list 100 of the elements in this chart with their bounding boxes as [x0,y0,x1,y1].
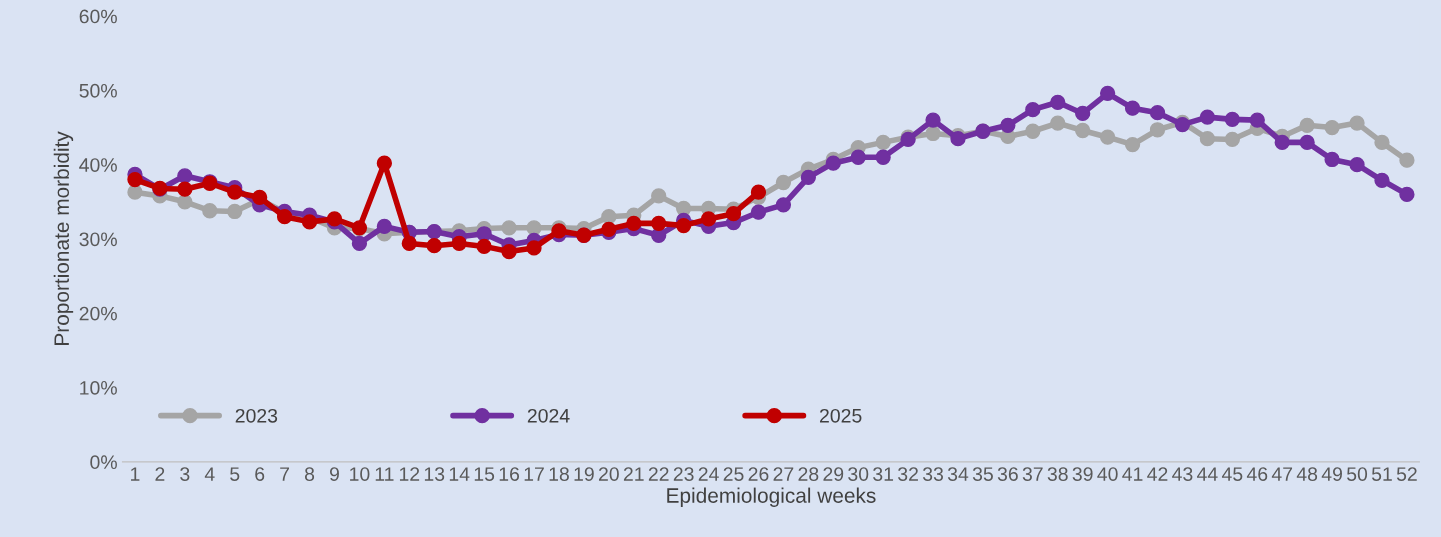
legend-label: 2024 [527,408,570,423]
point [1224,111,1240,128]
point [376,218,392,234]
point [1274,134,1290,151]
x-tick-label: 36 [997,467,1018,481]
point [1099,129,1116,145]
x-tick-label: 38 [1047,467,1068,481]
legend-label: 2025 [819,408,862,423]
y-tick-label: 30% [79,232,117,247]
x-tick-label: 3 [180,467,190,481]
point [1050,94,1066,110]
x-tick-label: 32 [898,467,918,481]
point [526,220,542,236]
x-tick-label: 50 [1347,467,1368,481]
x-tick-label: 18 [549,467,569,481]
point [301,214,318,230]
point [1249,112,1265,128]
x-tick-label: 45 [1221,467,1243,481]
point [177,194,193,210]
x-tick-label: 17 [524,467,544,481]
x-tick-label: 20 [598,467,619,481]
point [1199,109,1216,125]
point [1075,105,1091,122]
x-tick-label: 12 [399,467,420,481]
x-tick-label: 51 [1371,467,1392,481]
point [1324,151,1340,168]
point [750,204,767,220]
point [227,203,243,220]
y-tick-label: 60% [79,9,117,24]
point [925,112,941,128]
x-tick-label: 52 [1396,467,1417,481]
x-tick-label: 49 [1321,467,1342,481]
point [1149,105,1166,121]
point [775,174,792,191]
point [1124,136,1141,153]
x-tick-label: 13 [424,467,445,481]
x-tick-label: 25 [723,467,744,481]
x-tick-label: 43 [1172,467,1193,481]
point [276,209,293,225]
x-tick-label: 46 [1246,467,1268,481]
point [875,134,891,151]
x-tick-label: 37 [1022,467,1043,481]
point [825,155,841,171]
point [925,125,941,142]
point [451,235,467,252]
x-tick-label: 1 [131,467,140,481]
point [177,181,193,197]
x-tick-label: 44 [1197,467,1218,481]
point [526,240,542,256]
point [501,243,517,260]
point [626,215,642,232]
point [1025,123,1041,139]
point [1149,122,1166,138]
point [850,149,866,165]
point [1224,131,1240,148]
point [426,238,442,254]
point [476,238,492,255]
point [1399,152,1415,168]
point [1000,117,1016,133]
x-tick-label: 47 [1271,467,1293,481]
x-tick-label: 2 [155,467,165,481]
x-tick-label: 15 [474,467,495,481]
x-tick-label: 10 [350,467,370,481]
x-tick-label: 34 [947,467,969,481]
point [177,168,193,184]
x-tick-label: 30 [848,467,869,481]
point [1374,172,1390,188]
x-tick-label: 41 [1122,467,1143,481]
x-tick-label: 29 [823,467,844,481]
x-tick-label: 8 [304,467,315,481]
point [775,197,792,213]
point [700,211,717,227]
point [1050,115,1066,131]
point [800,169,816,185]
y-tick-label: 20% [79,306,117,321]
x-tick-label: 5 [230,467,240,481]
point [1075,122,1091,139]
point [1324,119,1340,136]
point [127,184,143,200]
point [127,171,143,188]
point [875,149,891,165]
x-tick-label: 26 [748,467,769,481]
x-tick-label: 14 [449,467,470,481]
x-tick-label: 9 [329,467,339,481]
x-tick-label: 39 [1072,467,1093,481]
x-tick-label: 33 [922,467,944,481]
x-tick-label: 40 [1097,467,1118,481]
point [202,203,218,219]
x-tick-label: 31 [873,467,894,481]
x-tick-label: 21 [623,467,644,481]
x-tick-label: 27 [773,467,794,481]
point [227,184,243,200]
point [1374,134,1390,151]
point [501,220,517,236]
x-axis-title: Epidemiological weeks [667,487,876,508]
point [1299,117,1315,133]
point [725,206,742,222]
point [351,235,368,252]
point [651,215,667,232]
x-tick-label: 19 [574,467,594,481]
